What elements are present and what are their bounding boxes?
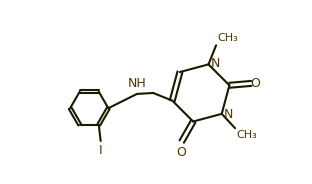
Text: O: O [251, 77, 261, 90]
Text: CH₃: CH₃ [217, 33, 238, 43]
Text: NH: NH [128, 77, 147, 91]
Text: I: I [99, 144, 103, 157]
Text: CH₃: CH₃ [236, 130, 257, 140]
Text: N: N [211, 57, 220, 70]
Text: N: N [224, 108, 234, 121]
Text: O: O [176, 146, 186, 159]
